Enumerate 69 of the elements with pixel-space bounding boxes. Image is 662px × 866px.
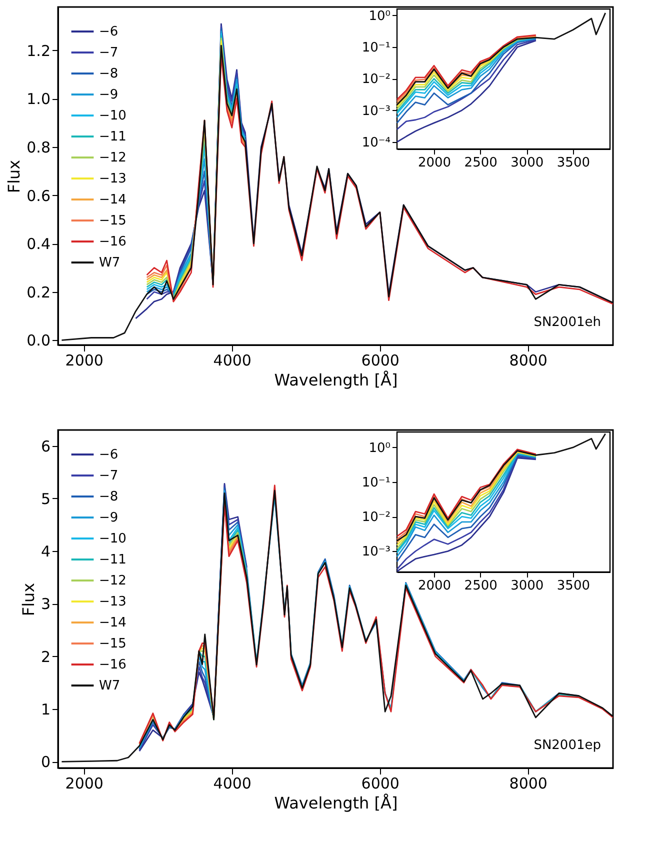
x-axis-title: Wavelength [Å] bbox=[274, 794, 398, 812]
annotation: SN2001eh bbox=[534, 315, 601, 330]
x-tick-label: 6000 bbox=[361, 774, 400, 792]
legend-label: −11 bbox=[99, 552, 126, 568]
y-tick-label: 10⁻¹ bbox=[362, 476, 390, 491]
y-tick-label: 10⁻² bbox=[362, 510, 390, 526]
legend-label: −9 bbox=[99, 88, 118, 102]
x-tick-label: 3000 bbox=[510, 578, 544, 594]
x-tick-label: 4000 bbox=[213, 352, 252, 370]
x-tick-label: 8000 bbox=[509, 352, 548, 370]
x-tick-label: 3500 bbox=[556, 156, 590, 170]
y-tick-label: 1.2 bbox=[26, 42, 50, 60]
x-tick-label: 4000 bbox=[213, 774, 252, 792]
x-tick-label: 2000 bbox=[418, 578, 452, 594]
legend-label: −6 bbox=[99, 448, 118, 462]
legend-label: −16 bbox=[99, 234, 126, 250]
y-tick-label: 10⁻⁴ bbox=[362, 135, 390, 150]
y-tick-label: 10⁰ bbox=[368, 8, 390, 24]
y-tick-label: 6 bbox=[40, 437, 50, 456]
y-tick-label: 5 bbox=[40, 490, 50, 508]
y-tick-label: 10⁻² bbox=[362, 72, 390, 88]
legend-label: −15 bbox=[99, 636, 126, 652]
legend-label: −8 bbox=[99, 66, 118, 82]
x-tick-label: 2000 bbox=[418, 156, 452, 170]
y-tick-label: 0.0 bbox=[26, 332, 50, 350]
y-tick-label: 0.8 bbox=[26, 138, 50, 157]
y-tick-label: 1.0 bbox=[26, 90, 50, 108]
x-axis-title: Wavelength [Å] bbox=[274, 370, 398, 390]
legend-label: −15 bbox=[99, 214, 126, 228]
legend-label: −13 bbox=[99, 172, 126, 186]
y-tick-label: 3 bbox=[40, 595, 50, 614]
y-axis-title: Flux bbox=[4, 160, 24, 194]
x-tick-label: 6000 bbox=[361, 352, 400, 370]
x-tick-label: 2500 bbox=[464, 156, 498, 170]
legend-label: −14 bbox=[99, 616, 126, 630]
y-tick-label: 0.4 bbox=[26, 235, 50, 254]
y-tick-label: 0.2 bbox=[26, 283, 50, 302]
y-tick-label: 10⁻³ bbox=[362, 544, 390, 560]
x-tick-label: 3000 bbox=[510, 156, 544, 170]
legend-label: −12 bbox=[99, 574, 126, 588]
y-axis-title: Flux bbox=[18, 582, 38, 616]
legend-label: −9 bbox=[99, 510, 118, 526]
legend-label: W7 bbox=[99, 256, 120, 270]
legend-label: −14 bbox=[99, 192, 126, 208]
y-tick-label: 2 bbox=[40, 648, 50, 666]
x-tick-label: 2000 bbox=[65, 352, 104, 370]
x-tick-label: 2500 bbox=[464, 578, 498, 594]
legend-label: −10 bbox=[99, 532, 126, 546]
legend-label: −7 bbox=[99, 468, 118, 484]
legend-label: −13 bbox=[99, 594, 126, 610]
y-tick-label: 10⁻¹ bbox=[362, 40, 390, 56]
x-tick-label: 2000 bbox=[65, 774, 104, 792]
legend-label: −10 bbox=[99, 108, 126, 124]
y-tick-label: 1 bbox=[40, 700, 50, 719]
legend-label: −8 bbox=[99, 490, 118, 504]
legend-label: W7 bbox=[99, 678, 120, 694]
y-tick-label: 10⁻³ bbox=[362, 104, 390, 119]
legend-label: −16 bbox=[99, 658, 126, 672]
legend-label: −6 bbox=[99, 24, 118, 40]
legend-label: −11 bbox=[99, 130, 126, 144]
x-tick-label: 8000 bbox=[509, 774, 548, 792]
y-tick-label: 4 bbox=[40, 542, 50, 561]
x-tick-label: 3500 bbox=[556, 578, 590, 594]
legend-label: −7 bbox=[99, 46, 118, 60]
y-tick-label: 10⁰ bbox=[368, 440, 390, 456]
y-tick-label: 0 bbox=[40, 753, 50, 772]
y-tick-label: 0.6 bbox=[26, 186, 50, 205]
legend-label: −12 bbox=[99, 150, 126, 166]
annotation: SN2001ep bbox=[534, 738, 601, 753]
